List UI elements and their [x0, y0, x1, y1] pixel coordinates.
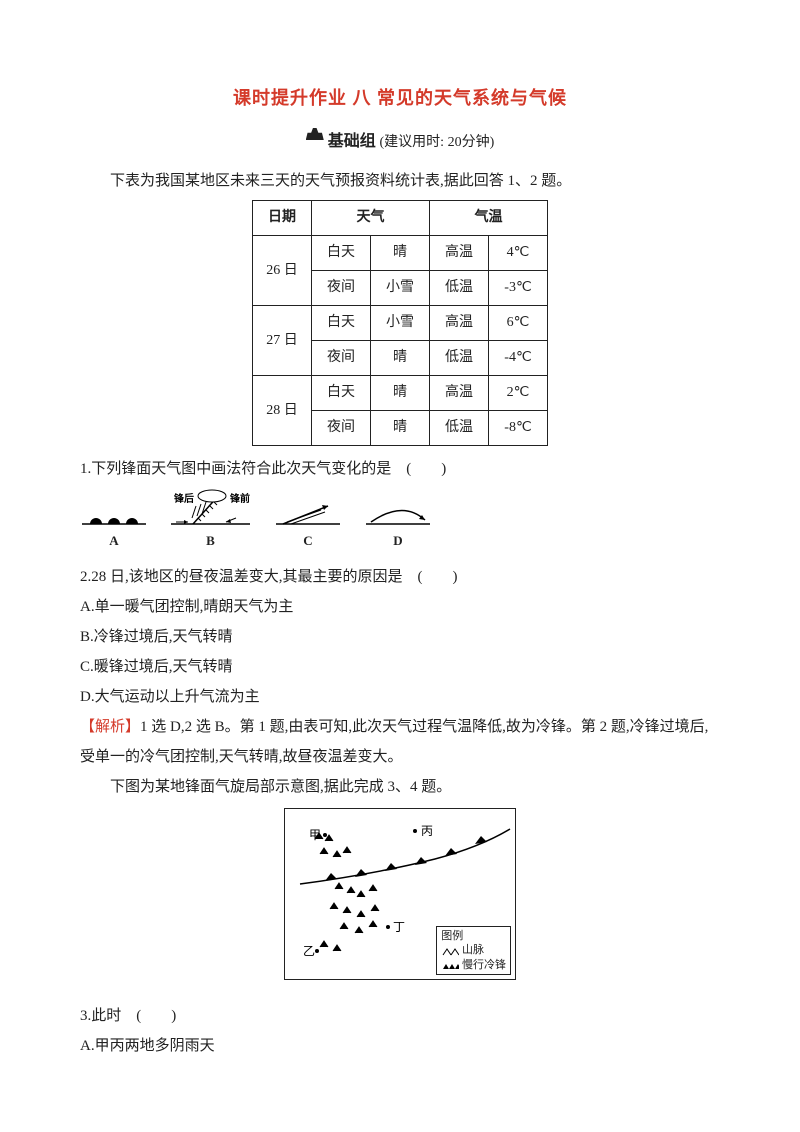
cyclone-map: 甲 丙 丁 乙 图例 山脉 慢行冷锋 [284, 808, 516, 980]
th-temp: 气温 [430, 201, 548, 236]
point-ding: 丁 [393, 920, 405, 934]
label-front: 锋前 [230, 492, 250, 505]
answer-1-2: 【解析】1 选 D,2 选 B。第 1 题,由表可知,此次天气过程气温降低,故为… [80, 712, 720, 772]
point-jia: 甲 [309, 828, 321, 842]
warm-front-icon [80, 502, 148, 528]
front-diagrams: A 锋后 锋前 B C [80, 488, 720, 554]
option-2a: A.单一暖气团控制,晴朗天气为主 [80, 592, 720, 622]
warm-arrow-icon [273, 500, 343, 528]
answer-label: 【解析】 [80, 719, 140, 735]
option-2b: B.冷锋过境后,天气转晴 [80, 622, 720, 652]
option-2c: C.暖锋过境后,天气转晴 [80, 652, 720, 682]
point-yi: 乙 [303, 944, 315, 958]
question-3: 3.此时 ( ) [80, 1001, 720, 1031]
question-2: 2.28 日,该地区的昼夜温差变大,其最主要的原因是 ( ) [80, 562, 720, 592]
table-row: 28 日 白天 晴 高温 2℃ [253, 376, 548, 411]
question-1: 1.下列锋面天气图中画法符合此次天气变化的是 ( ) [80, 454, 720, 484]
table-row: 27 日 白天 小雪 高温 6℃ [253, 306, 548, 341]
table-row: 26 日 白天 晴 高温 4℃ [253, 236, 548, 271]
th-weather: 天气 [312, 201, 430, 236]
cold-curve-icon [363, 500, 433, 528]
diagram-a: A [80, 502, 148, 554]
diagram-c: C [273, 500, 343, 554]
banner-time: (建议用时: 20分钟) [380, 135, 495, 150]
label-back: 锋后 [174, 492, 194, 505]
point-bing: 丙 [421, 824, 433, 838]
diagram-b: 锋后 锋前 B [168, 488, 253, 554]
option-3a: A.甲丙两地多阴雨天 [80, 1031, 720, 1061]
section-banner: 基础组 (建议用时: 20分钟) [80, 126, 720, 158]
banner-label: 基础组 [306, 126, 376, 158]
intro-1: 下表为我国某地区未来三天的天气预报资料统计表,据此回答 1、2 题。 [80, 166, 720, 196]
answer-text: 1 选 D,2 选 B。第 1 题,由表可知,此次天气过程气温降低,故为冷锋。第… [80, 719, 708, 765]
page-title: 课时提升作业 八 常见的天气系统与气候 [80, 80, 720, 116]
option-2d: D.大气运动以上升气流为主 [80, 682, 720, 712]
weather-table: 日期 天气 气温 26 日 白天 晴 高温 4℃ 夜间 小雪 低温 -3℃ 27… [252, 200, 548, 446]
diagram-d: D [363, 500, 433, 554]
legend-title: 图例 [441, 929, 506, 943]
cold-front-rain-icon: 锋后 锋前 [168, 488, 253, 528]
intro-2: 下图为某地锋面气旋局部示意图,据此完成 3、4 题。 [80, 772, 720, 802]
map-legend: 图例 山脉 慢行冷锋 [436, 926, 511, 975]
th-date: 日期 [253, 201, 312, 236]
